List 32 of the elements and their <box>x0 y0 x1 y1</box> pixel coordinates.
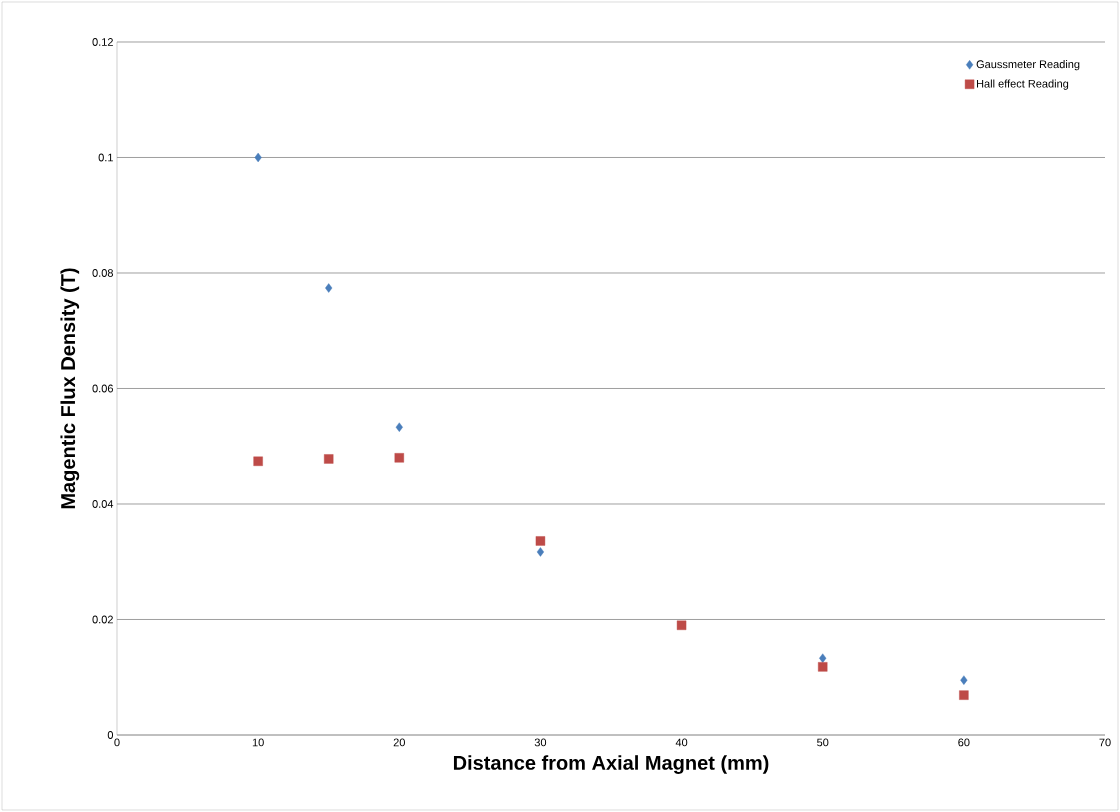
point <box>254 152 262 163</box>
x-tick-label: 30 <box>534 738 547 747</box>
point <box>394 453 404 463</box>
x-tick-label: 10 <box>252 738 264 747</box>
y-tick-label: 0.1 <box>98 153 113 162</box>
point <box>325 283 333 293</box>
y-tick-label: 0.04 <box>92 500 114 508</box>
point <box>535 536 546 546</box>
point <box>395 422 403 432</box>
x-tick-label: 20 <box>393 738 405 747</box>
y-tick-label: 0.06 <box>92 384 113 393</box>
point <box>959 690 969 700</box>
point <box>818 662 828 672</box>
point <box>676 620 687 630</box>
point <box>819 653 827 663</box>
x-tick-label: 40 <box>675 738 688 747</box>
point <box>960 675 968 685</box>
y-tick-label: 0.02 <box>92 615 113 624</box>
x-tick-label: 60 <box>958 738 970 747</box>
point <box>324 454 334 464</box>
x-tick-label: 50 <box>817 738 829 747</box>
y-tick-label: 0.12 <box>92 38 113 46</box>
point <box>253 456 263 466</box>
x-tick-label: 0 <box>114 738 120 747</box>
x-tick-label: 70 <box>1099 738 1111 747</box>
y-tick-label: 0.08 <box>92 269 113 277</box>
y-tick-label: 0 <box>107 731 114 739</box>
legend-label: Gaussmeter Reading <box>976 60 1080 71</box>
x-axis-title: Distance from Axial Magnet (mm) <box>453 755 769 774</box>
point <box>536 547 545 557</box>
y-axis-title: Magentic Flux Density (T) <box>60 268 80 509</box>
legend-label: Hall effect Reading <box>977 79 1069 90</box>
